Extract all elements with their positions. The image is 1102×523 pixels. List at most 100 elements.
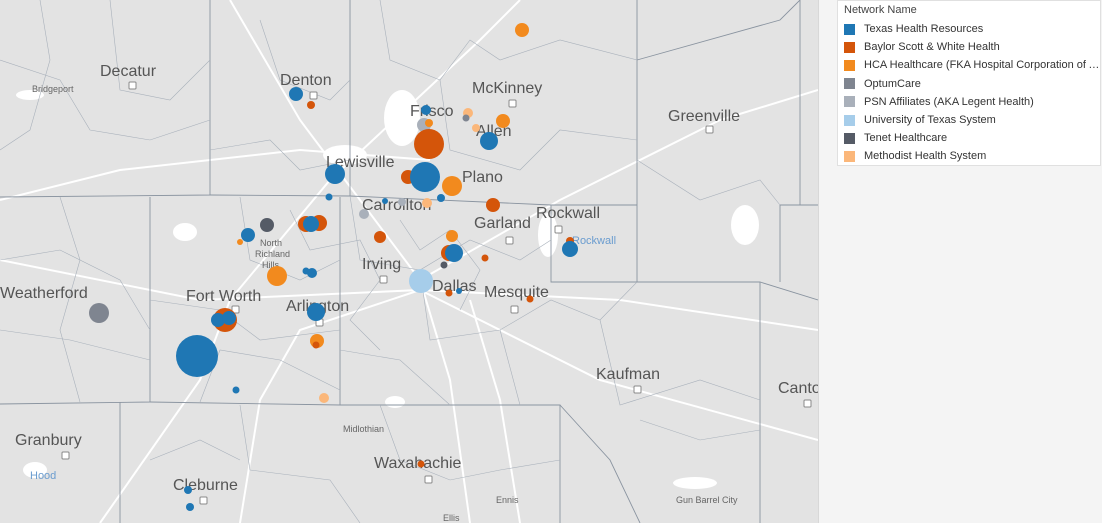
bubble-baylor[interactable] (307, 101, 315, 109)
bubble-baylor[interactable] (374, 231, 386, 243)
city-label: Midlothian (343, 424, 384, 434)
bubble-texas-health[interactable] (222, 311, 236, 325)
bubble-texas-health[interactable] (325, 193, 333, 201)
city-label: Bridgeport (32, 84, 74, 94)
bubble-texas-health[interactable] (562, 241, 578, 257)
bubbles[interactable] (89, 23, 578, 511)
city-label: Kaufman (596, 366, 660, 383)
bubble-texas-health[interactable] (410, 162, 440, 192)
bubble-hca[interactable] (496, 114, 510, 128)
bubble-baylor[interactable] (445, 289, 453, 297)
bubble-baylor[interactable] (486, 198, 500, 212)
city-label: Lewisville (326, 154, 395, 171)
city-label: Granbury (15, 432, 82, 449)
legend-label: Tenet Healthcare (864, 132, 948, 145)
city-label: McKinney (472, 80, 542, 97)
city-label: Canton (778, 380, 818, 397)
bubble-texas-health[interactable] (445, 244, 463, 262)
legend-item[interactable]: Baylor Scott & White Health (838, 38, 1100, 56)
bubble-texas-health[interactable] (325, 164, 345, 184)
bubble-methodist[interactable] (319, 393, 329, 403)
bubble-texas-health[interactable] (456, 288, 462, 294)
bubble-texas-health[interactable] (307, 268, 317, 278)
map-labels: Decatur Denton McKinney Greenville Frisc… (0, 63, 818, 523)
bubble-psn[interactable] (359, 209, 369, 219)
city-label: Ellis (443, 513, 460, 523)
legend-panel: Network Name Texas Health Resources Baylo… (837, 0, 1101, 166)
legend-label: University of Texas System (864, 114, 996, 127)
bubble-texas-health[interactable] (382, 198, 388, 204)
city-label: Decatur (100, 63, 157, 80)
bubble-texas-health[interactable] (437, 194, 445, 202)
city-label: Cleburne (173, 477, 238, 494)
bubble-hca[interactable] (515, 23, 529, 37)
legend-item[interactable]: Methodist Health System (838, 147, 1100, 165)
bubble-texas-health[interactable] (211, 313, 225, 327)
legend-swatch (844, 59, 855, 71)
bubble-optum[interactable] (89, 303, 109, 323)
legend-item[interactable]: University of Texas System (838, 111, 1100, 129)
bubble-texas-health[interactable] (303, 216, 319, 232)
legend-label: OptumCare (864, 77, 921, 90)
legend-item[interactable]: Texas Health Resources (838, 20, 1100, 38)
map-canvas[interactable]: Decatur Denton McKinney Greenville Frisc… (0, 0, 818, 523)
legend-item[interactable]: Tenet Healthcare (838, 129, 1100, 147)
city-label: Denton (280, 72, 332, 89)
bubble-texas-health[interactable] (241, 228, 255, 242)
legend-swatch (844, 78, 855, 90)
bubble-hca[interactable] (442, 176, 462, 196)
bubble-baylor[interactable] (312, 341, 320, 349)
legend-label: HCA Healthcare (FKA Hospital Corporation… (864, 59, 1100, 72)
city-label: Richland (255, 249, 290, 259)
bubble-baylor[interactable] (526, 295, 534, 303)
map-view[interactable]: Decatur Denton McKinney Greenville Frisc… (0, 0, 818, 523)
roads (0, 0, 818, 523)
bubble-texas-health[interactable] (480, 132, 498, 150)
bubble-methodist[interactable] (472, 124, 480, 132)
bubble-texas-health[interactable] (289, 87, 303, 101)
city-label: Weatherford (0, 285, 88, 302)
legend-item[interactable]: HCA Healthcare (FKA Hospital Corporation… (838, 56, 1100, 74)
legend-swatch (844, 23, 855, 35)
city-label: Irving (362, 256, 401, 273)
bubble-psn[interactable] (398, 198, 406, 206)
bubble-hca[interactable] (446, 230, 458, 242)
bubble-ut-system[interactable] (409, 269, 433, 293)
bubble-methodist[interactable] (422, 198, 432, 208)
bubble-texas-health[interactable] (186, 503, 194, 511)
panel-divider (818, 0, 831, 523)
city-label: Garland (474, 215, 531, 232)
city-label: Greenville (668, 108, 740, 125)
legend-item[interactable]: PSN Affiliates (AKA Legent Health) (838, 93, 1100, 111)
legend-swatch (844, 114, 855, 126)
bubble-baylor[interactable] (417, 460, 425, 468)
legend-item[interactable]: OptumCare (838, 75, 1100, 93)
legend-swatch (844, 132, 855, 144)
zip-boundaries (0, 0, 781, 523)
city-label: North (260, 238, 282, 248)
legend-label: Baylor Scott & White Health (864, 41, 1000, 54)
bubble-hca[interactable] (425, 119, 433, 127)
city-label: Carrollton (362, 197, 431, 214)
bubble-tenet[interactable] (260, 218, 274, 232)
bubble-texas-health[interactable] (307, 303, 325, 321)
bubble-texas-health[interactable] (184, 486, 192, 494)
legend-label: PSN Affiliates (AKA Legent Health) (864, 95, 1034, 108)
city-markers (61, 81, 812, 505)
city-label: Rockwall (536, 205, 600, 222)
city-label: Dallas (432, 278, 476, 295)
city-label: Ennis (496, 495, 519, 505)
bubble-optum[interactable] (462, 114, 470, 122)
bubble-texas-health[interactable] (421, 105, 431, 115)
bubble-texas-health[interactable] (176, 335, 218, 377)
bubble-baylor[interactable] (481, 254, 489, 262)
city-label: Gun Barrel City (676, 495, 738, 505)
bubble-baylor[interactable] (414, 129, 444, 159)
legend-label: Texas Health Resources (864, 23, 984, 36)
bubble-texas-health[interactable] (232, 386, 240, 394)
bubble-hca[interactable] (237, 239, 243, 245)
bubble-tenet[interactable] (440, 261, 448, 269)
water-label: Rockwall (572, 235, 616, 247)
bubble-hca[interactable] (267, 266, 287, 286)
city-label: Hills (262, 260, 279, 270)
